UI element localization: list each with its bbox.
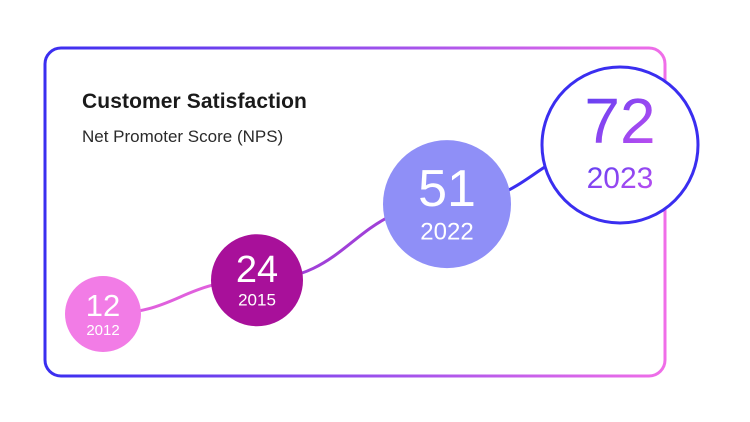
data-label-year: 2023 xyxy=(587,162,654,195)
data-point-circle xyxy=(383,140,511,269)
data-label-year: 2012 xyxy=(86,322,119,339)
card-frame xyxy=(43,46,667,378)
data-label-value: 72 xyxy=(584,85,655,157)
data-label-year: 2015 xyxy=(238,291,276,310)
data-point: 72 2023 xyxy=(540,65,700,225)
data-point-circle xyxy=(65,276,141,352)
chart-title: Customer Satisfaction xyxy=(82,90,307,113)
data-point-circle xyxy=(540,65,700,225)
chart-subtitle: Net Promoter Score (NPS) xyxy=(82,127,284,146)
data-label-value: 51 xyxy=(418,160,476,218)
data-label-year: 2022 xyxy=(420,218,473,245)
data-point-circle xyxy=(211,234,303,327)
data-label-value: 12 xyxy=(86,288,120,323)
data-label-value: 24 xyxy=(236,249,278,291)
connector-lines xyxy=(102,143,621,316)
